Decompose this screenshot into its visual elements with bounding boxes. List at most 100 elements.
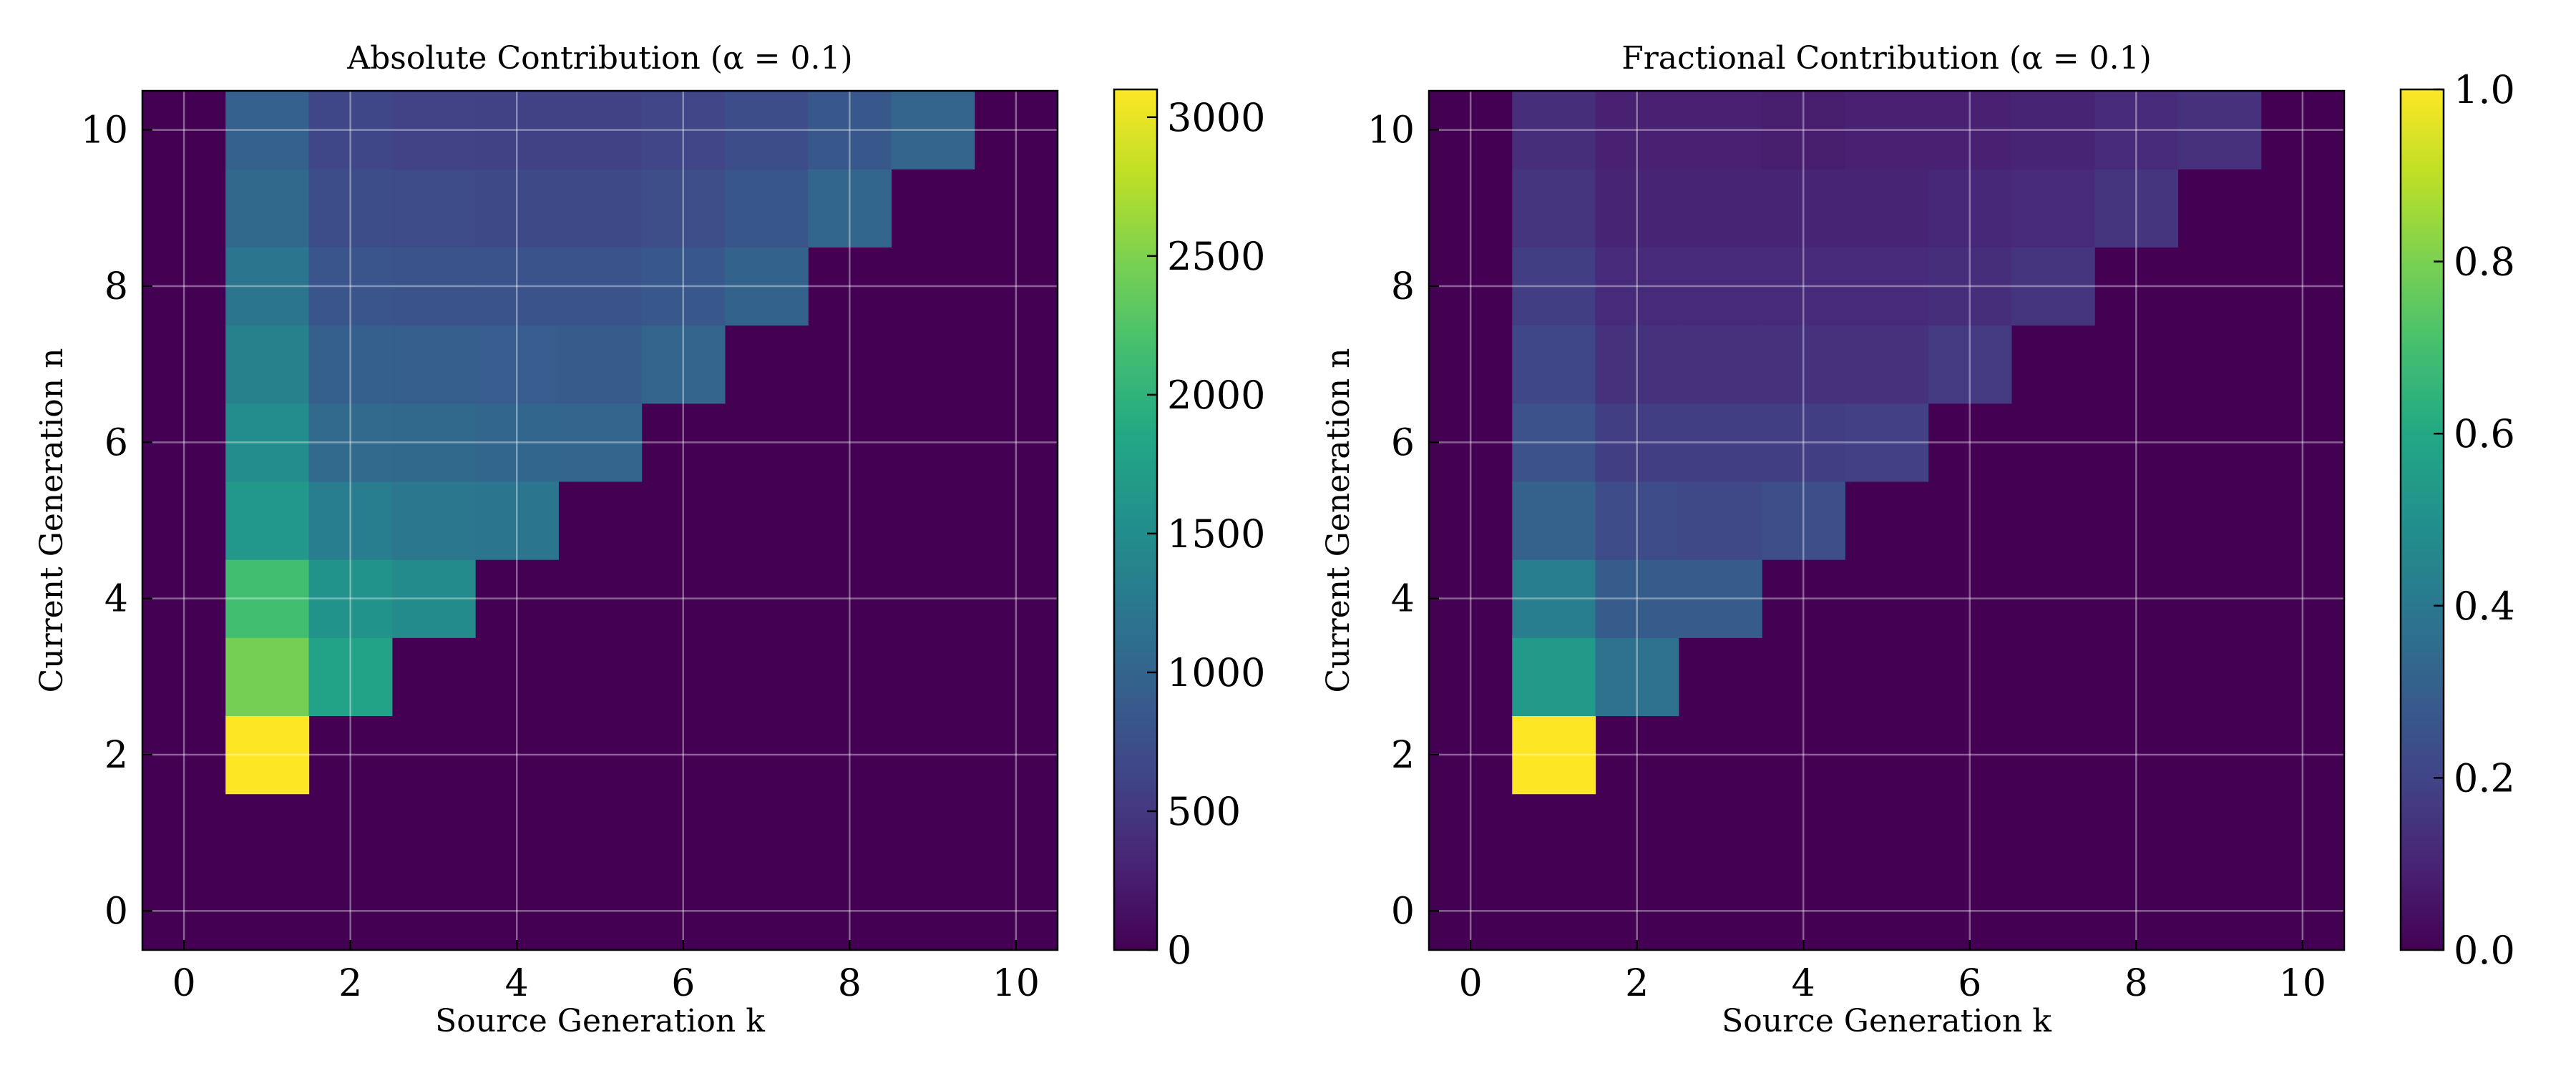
x-tick-label: 4 xyxy=(505,962,529,1005)
heatmap-cell xyxy=(225,247,310,326)
heatmap-cell xyxy=(1845,91,1929,170)
heatmap-cell xyxy=(1595,91,1679,170)
heatmap-cell xyxy=(1512,247,1596,326)
heatmap-cell xyxy=(225,169,310,248)
heatmap-cell xyxy=(891,91,975,170)
heatmap-cell xyxy=(1928,169,2012,248)
heatmap-cell xyxy=(1845,247,1929,326)
heatmap-cell xyxy=(1928,325,2012,404)
heatmap-cell xyxy=(1512,91,1596,170)
heatmap-cell xyxy=(308,91,393,170)
heatmap-cell xyxy=(391,403,476,482)
colorbar-tick-label: 0.4 xyxy=(2454,584,2515,629)
heatmap-cell xyxy=(475,247,559,326)
heatmap-cell xyxy=(225,559,310,638)
heatmap-cell xyxy=(1512,325,1596,404)
heatmap-cell xyxy=(808,91,892,170)
heatmap-cell xyxy=(391,559,476,638)
x-axis-label: Source Generation k xyxy=(435,1003,765,1039)
colorbar-frame xyxy=(1113,88,1158,951)
heatmap-cell xyxy=(475,91,559,170)
heatmap-cell xyxy=(475,403,559,482)
heatmap-cell xyxy=(2094,91,2179,170)
x-axis-label: Source Generation k xyxy=(1722,1003,2051,1039)
heatmap-cell xyxy=(1512,559,1596,638)
heatmap-cell xyxy=(2177,91,2262,170)
y-tick-label: 10 xyxy=(81,109,128,152)
heatmap-cell xyxy=(1762,247,1845,326)
heatmap-cell xyxy=(1678,559,1762,638)
heatmap-panel-absolute: 0 2 4 6 8 10 0 2 4 6 8 10 Absolute Contribution (α =… xyxy=(34,40,1265,1039)
x-tick-label: 2 xyxy=(1625,962,1649,1005)
heatmap-cell xyxy=(724,247,809,326)
heatmap-cell xyxy=(225,91,310,170)
heatmap-cell xyxy=(308,169,393,248)
x-tick-label: 0 xyxy=(172,962,196,1005)
heatmap-cell xyxy=(225,481,310,560)
heatmap-cell xyxy=(724,169,809,248)
heatmap-cell xyxy=(1762,481,1845,560)
heatmap-cell xyxy=(308,637,393,717)
x-tick-label: 0 xyxy=(1459,962,1483,1005)
colorbar-gradient xyxy=(2401,89,2444,950)
heatmap-cell xyxy=(1928,91,2012,170)
heatmap-cell xyxy=(1678,91,1762,170)
x-tick-label: 2 xyxy=(338,962,362,1005)
heatmap-cell xyxy=(1678,481,1762,560)
heatmap-cell xyxy=(1762,325,1845,404)
heatmap-cell xyxy=(391,247,476,326)
heatmap-cell xyxy=(2094,169,2179,248)
heatmap-cell xyxy=(225,637,310,717)
heatmap-cell xyxy=(1678,169,1762,248)
heatmap-cell xyxy=(2011,91,2095,170)
heatmap-cell xyxy=(1595,637,1679,717)
heatmap-cell xyxy=(308,403,393,482)
y-tick-label: 8 xyxy=(104,265,128,308)
heatmap-cell xyxy=(1762,91,1845,170)
y-axis-label: Current Generation n xyxy=(1320,348,1357,693)
axes-frame xyxy=(1428,89,2346,951)
colorbar-tick-label: 2500 xyxy=(1167,234,1265,279)
heatmap-cell xyxy=(558,325,643,404)
heatmap-cell xyxy=(1512,715,1596,795)
heatmap-cell xyxy=(475,325,559,404)
colorbar-gradient xyxy=(1114,89,1157,950)
heatmap-cell xyxy=(641,325,726,404)
x-tick-label: 8 xyxy=(838,962,862,1005)
heatmap-cell xyxy=(641,169,726,248)
heatmap-cell xyxy=(1928,247,2012,326)
heatmap-cell xyxy=(1512,481,1596,560)
x-tick-label: 4 xyxy=(1792,962,1815,1005)
y-tick-label: 0 xyxy=(104,890,128,933)
colorbar-tick-label: 0.0 xyxy=(2454,928,2515,973)
heatmap-panel-fractional: 0 2 4 6 8 10 0 2 4 6 8 10 Fractional Contribution (α… xyxy=(1320,40,2515,1039)
chart-title: Absolute Contribution (α = 0.1) xyxy=(346,40,852,77)
heatmap-cell xyxy=(391,169,476,248)
heatmap-cell xyxy=(225,325,310,404)
heatmap-cell xyxy=(2011,169,2095,248)
heatmap-cell xyxy=(558,247,643,326)
heatmap-cell xyxy=(308,247,393,326)
heatmap-cell xyxy=(1595,481,1679,560)
heatmap-cell xyxy=(308,481,393,560)
heatmap-cell xyxy=(1595,169,1679,248)
y-tick-label: 4 xyxy=(1391,578,1415,621)
heatmap-cell xyxy=(391,91,476,170)
colorbar-tick-label: 500 xyxy=(1167,789,1241,834)
colorbar-tick-label: 2000 xyxy=(1167,373,1265,418)
colorbar-tick-label: 0.2 xyxy=(2454,755,2515,800)
heatmap-cell xyxy=(1595,559,1679,638)
y-tick-label: 6 xyxy=(1391,421,1415,464)
y-axis-label: Current Generation n xyxy=(34,348,70,693)
heatmap-cell xyxy=(1845,403,1929,482)
heatmap-cell xyxy=(1762,403,1845,482)
heatmap-cell xyxy=(1595,325,1679,404)
heatmap-cell xyxy=(1845,169,1929,248)
heatmap-cell xyxy=(475,169,559,248)
colorbar-tick-label: 3000 xyxy=(1167,95,1265,140)
y-tick-label: 0 xyxy=(1391,890,1415,933)
heatmap-cell xyxy=(1512,403,1596,482)
heatmap-cell xyxy=(1595,247,1679,326)
heatmap-cell xyxy=(391,325,476,404)
colorbar-tick-label: 1.0 xyxy=(2454,67,2515,112)
